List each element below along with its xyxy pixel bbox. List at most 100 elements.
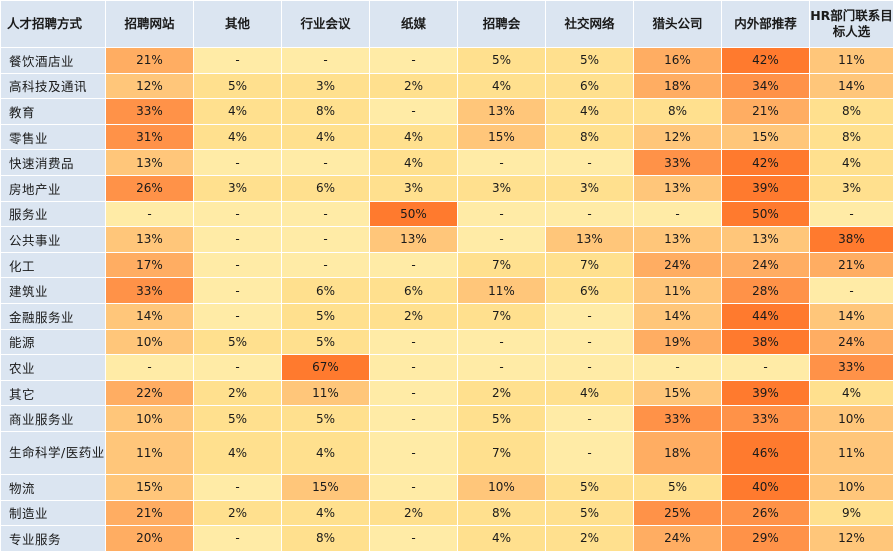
heatmap-cell: - (370, 252, 458, 278)
heatmap-cell: 11% (634, 278, 722, 304)
heatmap-cell: - (634, 355, 722, 381)
heatmap-cell: 4% (810, 380, 893, 406)
heatmap-cell: 28% (722, 278, 810, 304)
heatmap-cell: - (194, 150, 282, 176)
heatmap-cell: 4% (282, 124, 370, 150)
heatmap-cell: 24% (810, 329, 893, 355)
heatmap-cell: 2% (194, 500, 282, 526)
heatmap-cell: 33% (106, 99, 194, 125)
heatmap-cell: 6% (546, 73, 634, 99)
heatmap-cell: 11% (458, 278, 546, 304)
heatmap-cell: 19% (634, 329, 722, 355)
heatmap-cell: 24% (634, 526, 722, 552)
heatmap-cell: 42% (722, 48, 810, 74)
heatmap-cell: 38% (722, 329, 810, 355)
heatmap-cell: - (370, 329, 458, 355)
heatmap-cell: 8% (546, 124, 634, 150)
heatmap-cell: 14% (810, 303, 893, 329)
heatmap-cell: 13% (370, 227, 458, 253)
heatmap-cell: 10% (810, 406, 893, 432)
heatmap-cell: 42% (722, 150, 810, 176)
heatmap-cell: 3% (194, 175, 282, 201)
corner-header: 人才招聘方式 (1, 1, 106, 48)
heatmap-cell: - (370, 355, 458, 381)
heatmap-cell: - (810, 201, 893, 227)
heatmap-cell: - (458, 201, 546, 227)
row-label: 化工 (1, 252, 106, 278)
table-row: 服务业---50%---50%- (1, 201, 893, 227)
heatmap-cell: 4% (546, 99, 634, 125)
heatmap-cell: 26% (722, 500, 810, 526)
heatmap-cell: - (458, 227, 546, 253)
heatmap-cell: 11% (282, 380, 370, 406)
heatmap-cell: 3% (546, 175, 634, 201)
heatmap-cell: 4% (282, 500, 370, 526)
heatmap-cell: 5% (194, 406, 282, 432)
heatmap-cell: 10% (458, 474, 546, 500)
heatmap-cell: 21% (106, 500, 194, 526)
heatmap-cell: 5% (282, 329, 370, 355)
heatmap-cell: 15% (722, 124, 810, 150)
row-label: 教育 (1, 99, 106, 125)
column-header: 其他 (194, 1, 282, 48)
heatmap-cell: - (194, 278, 282, 304)
heatmap-cell: 6% (282, 175, 370, 201)
row-label: 农业 (1, 355, 106, 381)
heatmap-cell: 13% (106, 227, 194, 253)
heatmap-cell: 8% (634, 99, 722, 125)
heatmap-cell: 5% (458, 48, 546, 74)
heatmap-cell: 5% (194, 329, 282, 355)
heatmap-cell: 8% (282, 526, 370, 552)
heatmap-cell: - (810, 278, 893, 304)
heatmap-cell: 34% (722, 73, 810, 99)
heatmap-cell: 3% (458, 175, 546, 201)
heatmap-cell: 15% (282, 474, 370, 500)
header-row: 人才招聘方式 招聘网站 其他 行业会议 纸媒 招聘会 社交网络 猎头公司 内外部… (1, 1, 893, 48)
heatmap-cell: 4% (370, 150, 458, 176)
heatmap-cell: 25% (634, 500, 722, 526)
row-label: 服务业 (1, 201, 106, 227)
heatmap-cell: 40% (722, 474, 810, 500)
heatmap-cell: 2% (370, 73, 458, 99)
heatmap-cell: 24% (722, 252, 810, 278)
heatmap-cell: - (722, 355, 810, 381)
heatmap-cell: 21% (106, 48, 194, 74)
row-label: 快速消费品 (1, 150, 106, 176)
heatmap-cell: 24% (634, 252, 722, 278)
heatmap-cell: - (370, 406, 458, 432)
heatmap-cell: 44% (722, 303, 810, 329)
heatmap-cell: - (370, 380, 458, 406)
heatmap-cell: 7% (546, 252, 634, 278)
heatmap-cell: 4% (458, 526, 546, 552)
heatmap-cell: 14% (634, 303, 722, 329)
heatmap-cell: - (458, 355, 546, 381)
heatmap-cell: 6% (282, 278, 370, 304)
column-header: 内外部推荐 (722, 1, 810, 48)
heatmap-cell: 46% (722, 431, 810, 474)
column-header: 招聘网站 (106, 1, 194, 48)
heatmap-cell: 10% (106, 329, 194, 355)
heatmap-cell: 4% (546, 380, 634, 406)
row-label: 物流 (1, 474, 106, 500)
heatmap-cell: - (546, 329, 634, 355)
row-label: 其它 (1, 380, 106, 406)
heatmap-cell: - (546, 150, 634, 176)
row-label: 高科技及通讯 (1, 73, 106, 99)
heatmap-cell: 29% (722, 526, 810, 552)
heatmap-cell: 11% (106, 431, 194, 474)
heatmap-cell: 13% (546, 227, 634, 253)
heatmap-cell: 13% (106, 150, 194, 176)
heatmap-cell: 11% (810, 431, 893, 474)
heatmap-cell: - (634, 201, 722, 227)
heatmap-cell: 10% (106, 406, 194, 432)
heatmap-cell: 18% (634, 431, 722, 474)
